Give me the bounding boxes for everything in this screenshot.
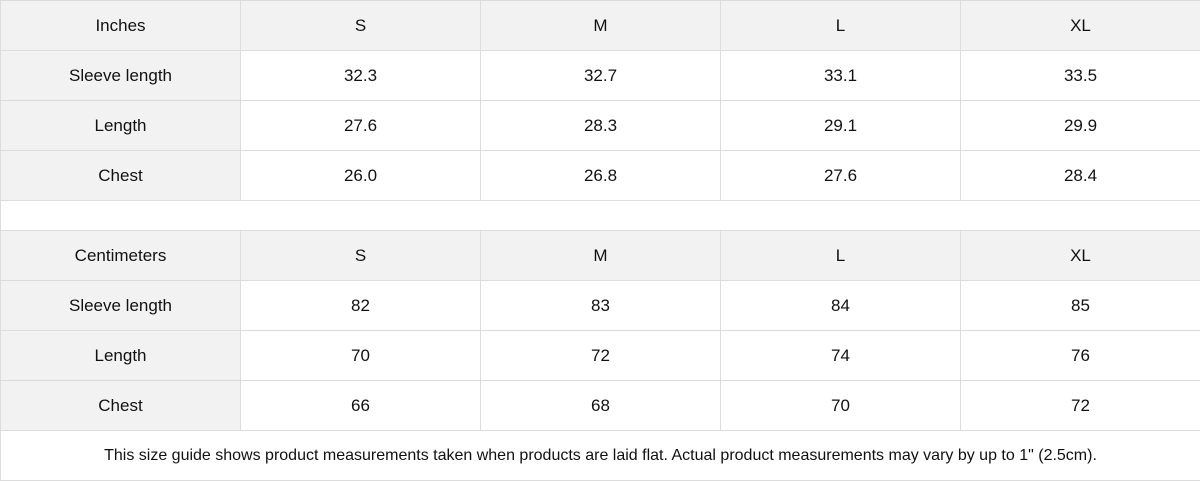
measurement-cell: 72 bbox=[961, 381, 1200, 431]
measurement-cell: 72 bbox=[481, 331, 721, 381]
measurement-cell: 32.3 bbox=[241, 51, 481, 101]
row-label: Chest bbox=[1, 381, 241, 431]
measurement-cell: 29.9 bbox=[961, 101, 1200, 151]
unit-header: Inches bbox=[1, 1, 241, 51]
row-label: Length bbox=[1, 331, 241, 381]
measurement-cell: 29.1 bbox=[721, 101, 961, 151]
row-label: Sleeve length bbox=[1, 281, 241, 331]
measurement-cell: 27.6 bbox=[721, 151, 961, 201]
note-row: This size guide shows product measuremen… bbox=[1, 431, 1200, 481]
row-label: Length bbox=[1, 101, 241, 151]
size-header: M bbox=[481, 1, 721, 51]
size-header: L bbox=[721, 1, 961, 51]
measurement-cell: 84 bbox=[721, 281, 961, 331]
measurement-cell: 26.0 bbox=[241, 151, 481, 201]
unit-header: Centimeters bbox=[1, 231, 241, 281]
measurement-cell: 33.5 bbox=[961, 51, 1200, 101]
measurement-cell: 85 bbox=[961, 281, 1200, 331]
size-header: XL bbox=[961, 231, 1200, 281]
measurement-cell: 82 bbox=[241, 281, 481, 331]
size-guide-note: This size guide shows product measuremen… bbox=[1, 431, 1200, 481]
row-label: Sleeve length bbox=[1, 51, 241, 101]
measurement-cell: 83 bbox=[481, 281, 721, 331]
measurement-cell: 70 bbox=[241, 331, 481, 381]
size-header: M bbox=[481, 231, 721, 281]
spacer-cell bbox=[1, 201, 1200, 231]
row-label: Chest bbox=[1, 151, 241, 201]
measurement-cell: 70 bbox=[721, 381, 961, 431]
measurement-cell: 76 bbox=[961, 331, 1200, 381]
measurement-cell: 28.4 bbox=[961, 151, 1200, 201]
spacer-row bbox=[1, 201, 1200, 231]
size-header: XL bbox=[961, 1, 1200, 51]
measurement-cell: 66 bbox=[241, 381, 481, 431]
measurement-cell: 27.6 bbox=[241, 101, 481, 151]
measurement-cell: 28.3 bbox=[481, 101, 721, 151]
size-header: L bbox=[721, 231, 961, 281]
measurement-cell: 26.8 bbox=[481, 151, 721, 201]
size-header: S bbox=[241, 1, 481, 51]
measurement-cell: 68 bbox=[481, 381, 721, 431]
measurement-cell: 74 bbox=[721, 331, 961, 381]
measurement-cell: 32.7 bbox=[481, 51, 721, 101]
size-header: S bbox=[241, 231, 481, 281]
measurement-cell: 33.1 bbox=[721, 51, 961, 101]
